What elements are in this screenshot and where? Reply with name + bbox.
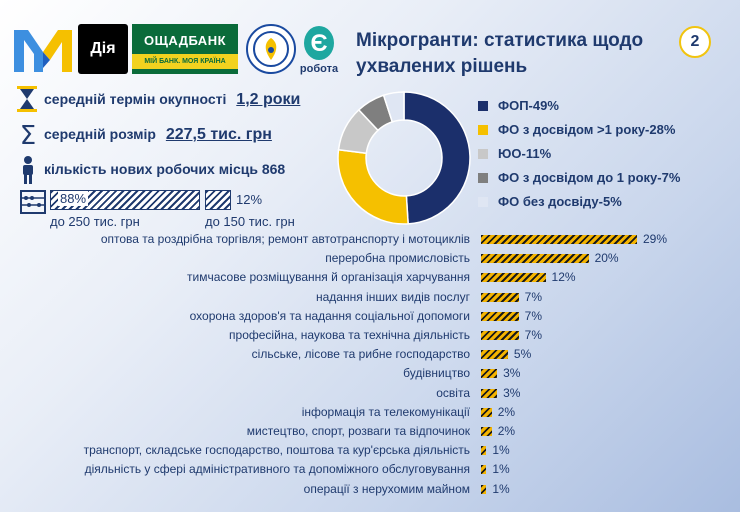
bar-value-label: 7% <box>524 289 542 304</box>
bar-value-label: 1% <box>492 443 510 458</box>
svg-text:Σ: Σ <box>20 122 36 148</box>
bar-value-label: 29% <box>643 232 668 246</box>
bar-category-label: мистецтво, спорт, розваги та відпочинок <box>246 424 470 438</box>
legend-swatch-0 <box>478 100 488 111</box>
diia-logo: Дія <box>78 24 128 74</box>
robota-text: робота <box>299 63 339 75</box>
donut-slice-4 <box>382 91 405 123</box>
bar-value-label: 3% <box>503 366 521 381</box>
share-150-pct: 12% <box>236 192 263 207</box>
payback-value: 1,2 роки <box>236 91 301 108</box>
abacus-icon <box>20 190 46 214</box>
person-icon <box>23 156 33 184</box>
legend-item-4: ФО без досвіду-5% <box>478 194 622 209</box>
robota-letter: Є <box>310 30 327 57</box>
legend-item-2: ЮО-11% <box>478 146 551 161</box>
bar-category-label: освіта <box>436 385 470 400</box>
bar <box>481 446 487 456</box>
size-label: середній розмір <box>44 126 156 142</box>
robota-logo: Є робота <box>298 22 340 78</box>
bar-category-label: операції з нерухомим майном <box>303 481 470 496</box>
bar-value-label: 1% <box>492 481 510 496</box>
jobs-label: кількість нових робочих місць 868 <box>44 161 286 177</box>
size-value: 227,5 тис. грн <box>165 126 272 143</box>
bar <box>481 484 487 494</box>
donut-slice-0 <box>403 91 471 225</box>
size-stat: середній розмір 227,5 тис. грн <box>44 126 272 144</box>
sigma-icon: Σ <box>20 122 36 148</box>
bar <box>481 292 519 302</box>
bar-category-label: надання інших видів послуг <box>315 289 470 304</box>
bar-category-label: транспорт, складське господарство, пошто… <box>83 443 470 458</box>
share-150-label: до 150 тис. грн <box>205 214 295 229</box>
legend-swatch-1 <box>478 124 488 135</box>
bar <box>481 388 498 398</box>
bar-category-label: переробна промисловість <box>325 251 470 266</box>
bar-value-label: 20% <box>594 251 619 266</box>
bar <box>481 350 508 360</box>
legend-item-1: ФО з досвідом >1 року-28% <box>478 122 675 137</box>
bar-value-label: 2% <box>497 404 516 419</box>
bar-category-label: оптова та роздрібна торгівля; ремонт авт… <box>100 232 470 246</box>
payback-label: середній термін окупності <box>44 91 227 107</box>
share-250-label: до 250 тис. грн <box>50 214 140 229</box>
bar-value-label: 7% <box>524 308 542 323</box>
bar-category-label: тимчасове розміщування й організація хар… <box>187 270 470 285</box>
share-250-pct: 88% <box>58 191 89 206</box>
employment-service-logo <box>246 24 296 74</box>
bar-category-label: інформація та телекомунікації <box>301 404 470 419</box>
m-logo-icon <box>14 30 72 72</box>
legend-label-3: ФО з досвідом до 1 року-7% <box>498 170 681 185</box>
bar <box>481 369 498 379</box>
legend-swatch-3 <box>478 172 488 183</box>
minekonomiky-logo <box>12 24 74 74</box>
robota-e-icon: Є <box>304 26 334 60</box>
legend-item-0: ФОП-49% <box>478 98 559 113</box>
bar-value-label: 7% <box>524 328 542 342</box>
oschadbank-logo: ОЩАДБАНК МІЙ БАНК. МОЯ КРАЇНА <box>132 24 238 74</box>
bank-name: ОЩАДБАНК <box>143 33 227 48</box>
bar-category-label: професійна, наукова та технічна діяльніс… <box>229 328 470 342</box>
employment-emblem-icon <box>253 31 289 67</box>
legend-label-2: ЮО-11% <box>498 146 552 161</box>
bar-category-label: охорона здоров'я та надання соціальної д… <box>189 308 470 323</box>
bar <box>481 427 492 436</box>
bar <box>481 465 487 475</box>
bar-value-label: 12% <box>551 270 576 285</box>
bar <box>481 331 519 340</box>
bar <box>481 273 546 283</box>
bar-value-label: 1% <box>492 462 510 477</box>
bar-category-label: діяльність у сфері адміністративного та … <box>84 462 470 477</box>
bar <box>481 254 589 264</box>
legend-swatch-4 <box>478 196 488 207</box>
legend-label-4: ФО без досвіду-5% <box>498 194 622 209</box>
bar <box>481 407 492 417</box>
donut-slice-1 <box>337 148 409 225</box>
bar <box>481 311 519 321</box>
legend-label-1: ФО з досвідом >1 року-28% <box>498 122 676 137</box>
bar-value-label: 3% <box>503 385 521 400</box>
bar-category-label: сільське, лісове та рибне господарство <box>251 347 470 362</box>
share-150-bar <box>205 190 231 210</box>
legend-item-3: ФО з досвідом до 1 року-7% <box>478 170 680 185</box>
page-number-badge: 2 <box>679 26 711 58</box>
payback-stat: середній термін окупності 1,2 роки <box>44 91 300 109</box>
hourglass-icon <box>17 86 37 112</box>
bar-category-label: будівництво <box>403 366 470 381</box>
bar <box>481 235 637 244</box>
page-title: Мікрогранти: статистика щодо ухвалених р… <box>356 30 644 77</box>
applicant-type-donut-chart <box>337 91 471 225</box>
bar-value-label: 2% <box>497 424 516 438</box>
legend-swatch-2 <box>478 148 488 159</box>
legend-label-0: ФОП-49% <box>498 98 559 113</box>
bar-value-label: 5% <box>513 347 532 362</box>
bank-slogan: МІЙ БАНК. МОЯ КРАЇНА <box>132 54 238 69</box>
